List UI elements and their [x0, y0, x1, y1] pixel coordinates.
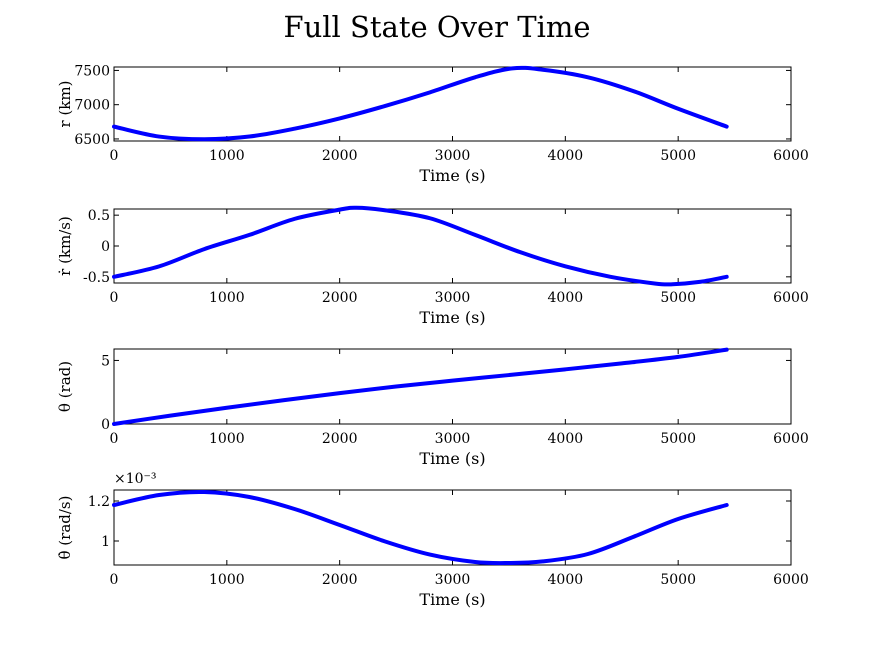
- x-tick-label: 3000: [435, 431, 471, 447]
- y-tick-label: 1.2: [88, 494, 110, 510]
- x-tick-label: 3000: [435, 572, 471, 588]
- plot-frame: [113, 489, 792, 566]
- y-axis-label: ṙ (km/s): [56, 216, 74, 276]
- x-tick-label: 2000: [322, 572, 358, 588]
- y-axis-label: r (km): [56, 81, 74, 128]
- x-tick-label: 4000: [548, 148, 584, 164]
- series-line: [112, 65, 729, 142]
- figure-title: Full State Over Time: [283, 10, 590, 44]
- x-tick-label: 1000: [209, 431, 245, 447]
- x-tick-label: 4000: [548, 572, 584, 588]
- subplot-4: 0 1000 2000 3000 4000 5000 6000 1 1.2 Time (s) θ̇ …: [56, 471, 809, 609]
- x-tick-label: 2000: [322, 431, 358, 447]
- x-tick-label: 1000: [209, 572, 245, 588]
- y-tick-label: 0: [101, 417, 110, 433]
- subplots: 0 1000 2000 3000 4000 5000 6000650070007500Tim…: [56, 63, 809, 609]
- x-tick-label: 6000: [773, 431, 809, 447]
- x-tick-label: 5000: [660, 572, 696, 588]
- x-tick-label: 4000: [548, 431, 584, 447]
- x-axis-label: Time (s): [419, 308, 485, 327]
- x-tick-label: 2000: [322, 290, 358, 306]
- y-tick-label: 7500: [74, 63, 110, 79]
- x-tick-label: 6000: [773, 148, 809, 164]
- y-tick-label: 6500: [74, 132, 110, 148]
- x-tick-label: 5000: [660, 431, 696, 447]
- x-axis-label: Time (s): [419, 590, 485, 609]
- series-line: [112, 205, 729, 287]
- x-tick-label: 3000: [435, 290, 471, 306]
- y-axis-multiplier: ×10⁻³: [114, 471, 157, 487]
- x-tick-label: 1000: [209, 148, 245, 164]
- plot-frame: [113, 66, 792, 142]
- y-tick-label: -0.5: [83, 270, 110, 286]
- x-tick-label: 0: [110, 572, 119, 588]
- x-axis-label: Time (s): [419, 166, 485, 185]
- y-tick-label: 0.5: [88, 208, 110, 224]
- y-tick-label: 5: [101, 353, 110, 369]
- x-tick-label: 6000: [773, 290, 809, 306]
- x-tick-label: 6000: [773, 572, 809, 588]
- x-axis-label: Time (s): [419, 449, 485, 468]
- x-tick-label: 5000: [660, 148, 696, 164]
- series-line: [112, 489, 729, 566]
- subplot-3: 0 1000 2000 3000 4000 5000 6000 0 5 Time (s) θ (ra…: [56, 347, 809, 468]
- y-tick-label: 0: [101, 239, 110, 255]
- series-line: [112, 347, 729, 426]
- x-tick-label: 4000: [548, 290, 584, 306]
- x-tick-label: 0: [110, 290, 119, 306]
- x-tick-label: 5000: [660, 290, 696, 306]
- x-tick-label: 0: [110, 148, 119, 164]
- plot-frame: [113, 348, 792, 425]
- x-tick-label: 0: [110, 431, 119, 447]
- x-tick-label: 1000: [209, 290, 245, 306]
- y-tick-label: 1: [101, 534, 110, 550]
- y-axis-label: θ̇ (rad/s): [56, 496, 74, 560]
- x-tick-label: 2000: [322, 148, 358, 164]
- subplot-1: 0 1000 2000 3000 4000 5000 6000 6500 7000 7500 Tim…: [56, 63, 809, 185]
- y-axis-label: θ (rad): [56, 361, 74, 412]
- y-tick-label: 7000: [74, 98, 110, 114]
- x-tick-label: 3000: [435, 148, 471, 164]
